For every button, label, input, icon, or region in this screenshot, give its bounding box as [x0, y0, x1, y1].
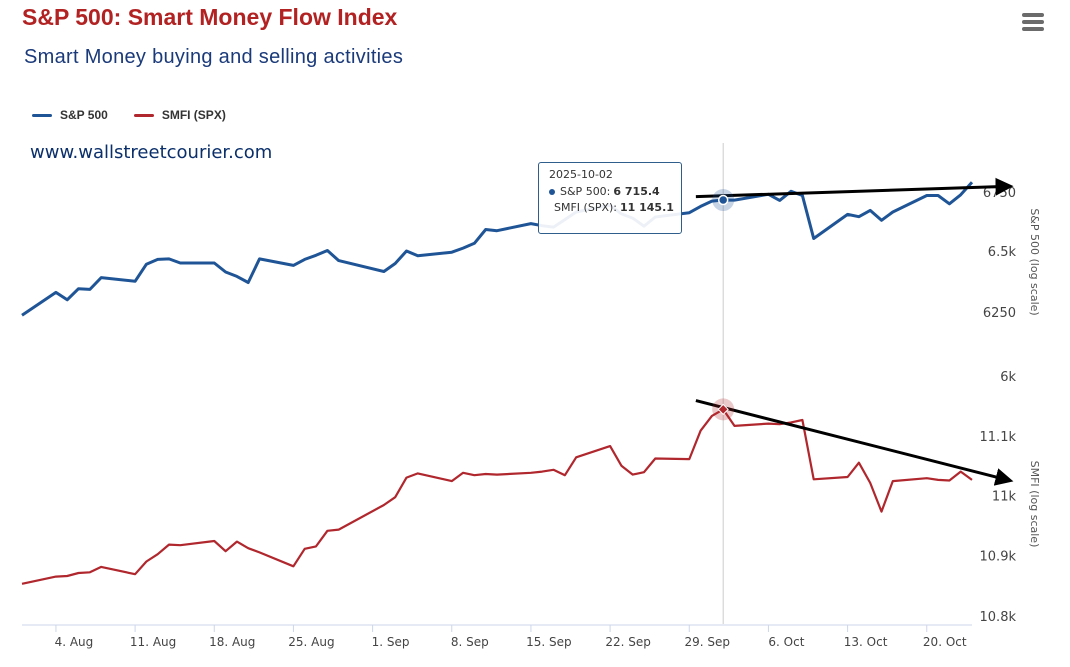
chart-legend: S&P 500 SMFI (SPX) — [32, 108, 226, 122]
y-axis-title-upper: S&P 500 (log scale) — [1028, 208, 1041, 315]
trend-arrow-sp500 — [695, 177, 1014, 199]
y-axis-title-lower: SMFI (log scale) — [1028, 461, 1041, 548]
x-tick-label: 8. Sep — [451, 635, 489, 649]
y-tick-label-upper: 6250 — [983, 306, 1016, 321]
x-tick-label: 4. Aug — [55, 635, 94, 649]
tooltip-row-sp500: S&P 500: 6 715.4 — [549, 185, 671, 198]
tooltip-dot-sp500 — [549, 188, 555, 195]
y-tick-label-upper: 6k — [1000, 370, 1016, 385]
x-tick-label: 25. Aug — [288, 635, 334, 649]
x-tick-label: 20. Oct — [923, 635, 967, 649]
hamburger-menu-icon[interactable] — [1022, 13, 1044, 31]
legend-item-sp500[interactable]: S&P 500 — [32, 108, 108, 122]
tooltip-row-smfi: SMFI (SPX): 11 145.1 — [549, 201, 674, 214]
x-tick-label: 1. Sep — [372, 635, 410, 649]
chart-title: S&P 500: Smart Money Flow Index — [22, 4, 398, 30]
legend-swatch-sp500 — [32, 113, 52, 117]
watermark-url: www.wallstreetcourier.com — [30, 142, 273, 163]
y-tick-label-lower: 11.1k — [980, 430, 1017, 445]
hover-point-smfi — [717, 403, 729, 416]
tooltip-label-smfi: SMFI (SPX): — [554, 201, 617, 214]
legend-item-smfi[interactable]: SMFI (SPX) — [133, 108, 226, 122]
x-tick-label: 22. Sep — [605, 635, 651, 649]
legend-label-smfi: SMFI (SPX) — [161, 108, 226, 122]
tooltip-date: 2025-10-02 — [549, 168, 613, 181]
x-tick-label: 18. Aug — [209, 635, 255, 649]
hover-point-sp500 — [717, 194, 729, 206]
tooltip-label-sp500: S&P 500: — [560, 185, 611, 198]
tooltip-value-sp500: 6 715.4 — [613, 185, 660, 198]
y-tick-label-lower: 11k — [992, 489, 1017, 504]
x-tick-label: 11. Aug — [130, 635, 176, 649]
y-tick-label-upper: 6.5k — [988, 245, 1017, 260]
x-tick-label: 13. Oct — [844, 635, 888, 649]
y-tick-label-lower: 10.8k — [980, 610, 1017, 625]
legend-swatch-smfi — [133, 113, 154, 117]
series-line-smfi — [21, 408, 973, 585]
tooltip-value-smfi: 11 145.1 — [619, 201, 674, 214]
tooltip: 2025-10-02 S&P 500: 6 715.4 SMFI (SPX): … — [538, 162, 682, 234]
trend-arrow-smfi — [695, 399, 1014, 486]
y-tick-label-lower: 10.9k — [980, 549, 1017, 564]
legend-label-sp500: S&P 500 — [60, 108, 108, 122]
chart-subtitle: Smart Money buying and selling activitie… — [24, 46, 404, 68]
x-tick-label: 29. Sep — [685, 635, 731, 649]
series-line-sp500 — [21, 181, 974, 317]
x-tick-label: 6. Oct — [768, 635, 804, 649]
x-tick-label: 15. Sep — [526, 635, 572, 649]
